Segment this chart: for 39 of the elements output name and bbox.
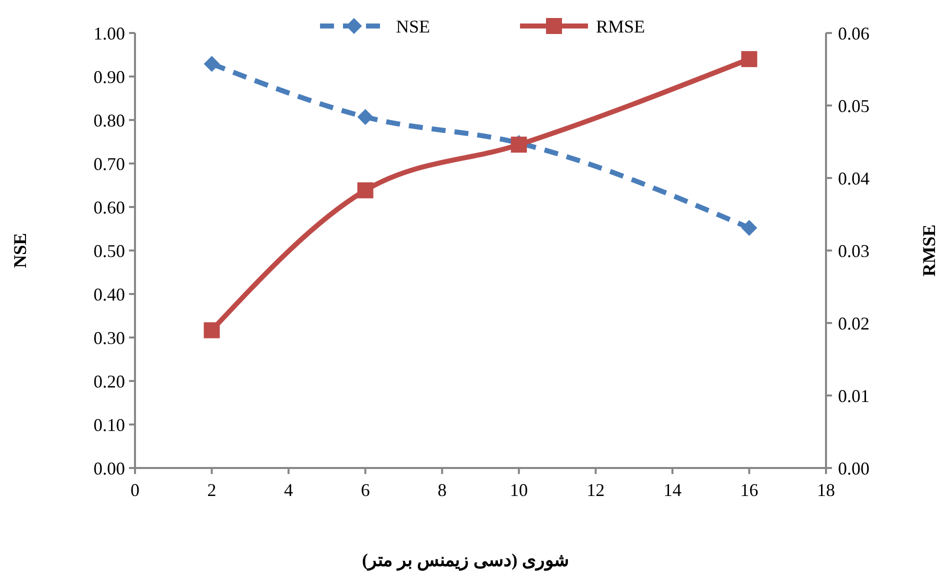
- y-tick-label: 0.60: [94, 197, 125, 218]
- y-tick-label: 0.80: [94, 110, 125, 130]
- y-tick-label: 0.70: [94, 154, 125, 174]
- point: [741, 220, 758, 236]
- y-tick-label: 0.20: [94, 371, 125, 392]
- point: [204, 322, 220, 338]
- y-tick-label: 0.10: [94, 414, 125, 435]
- legend-label: RMSE: [596, 16, 646, 36]
- point: [741, 51, 758, 68]
- point: [357, 108, 374, 125]
- y2-axis-title: RMSE: [919, 224, 939, 277]
- point: [357, 182, 374, 198]
- x-tick-label: 6: [360, 480, 370, 500]
- x-axis-title: شوری (دسی زیمنس بر متر): [362, 550, 569, 571]
- y2-tick-label: 0.03: [838, 240, 870, 261]
- y2-tick-label: 0.02: [838, 313, 870, 334]
- x-tick-label: 16: [740, 480, 758, 500]
- y2-tick-label: 0.00: [838, 458, 870, 478]
- y-tick-label: 1.00: [94, 23, 125, 44]
- y-tick-label: 0.30: [94, 328, 125, 348]
- y-axis-title: NSE: [10, 232, 30, 268]
- x-tick-label: 14: [663, 480, 682, 500]
- x-tick-label: 0: [130, 480, 140, 500]
- y-tick-label: 0.00: [94, 458, 125, 478]
- x-tick-label: 10: [510, 480, 528, 500]
- y2-tick-label: 0.01: [838, 386, 870, 406]
- x-tick-label: 12: [586, 480, 605, 500]
- y2-tick-label: 0.06: [838, 23, 870, 44]
- point: [204, 56, 220, 72]
- y-tick-label: 0.50: [94, 240, 125, 261]
- x-tick-label: 2: [207, 480, 216, 500]
- y-tick-label: 0.40: [94, 284, 125, 304]
- x-tick-label: 4: [284, 480, 294, 500]
- x-tick-label: 8: [438, 480, 447, 500]
- x-tick-label: 18: [817, 480, 835, 500]
- y2-tick-label: 0.05: [838, 96, 870, 116]
- legend-label: NSE: [396, 16, 430, 36]
- y-tick-label: 0.90: [94, 66, 125, 87]
- y2-tick-label: 0.04: [838, 168, 870, 188]
